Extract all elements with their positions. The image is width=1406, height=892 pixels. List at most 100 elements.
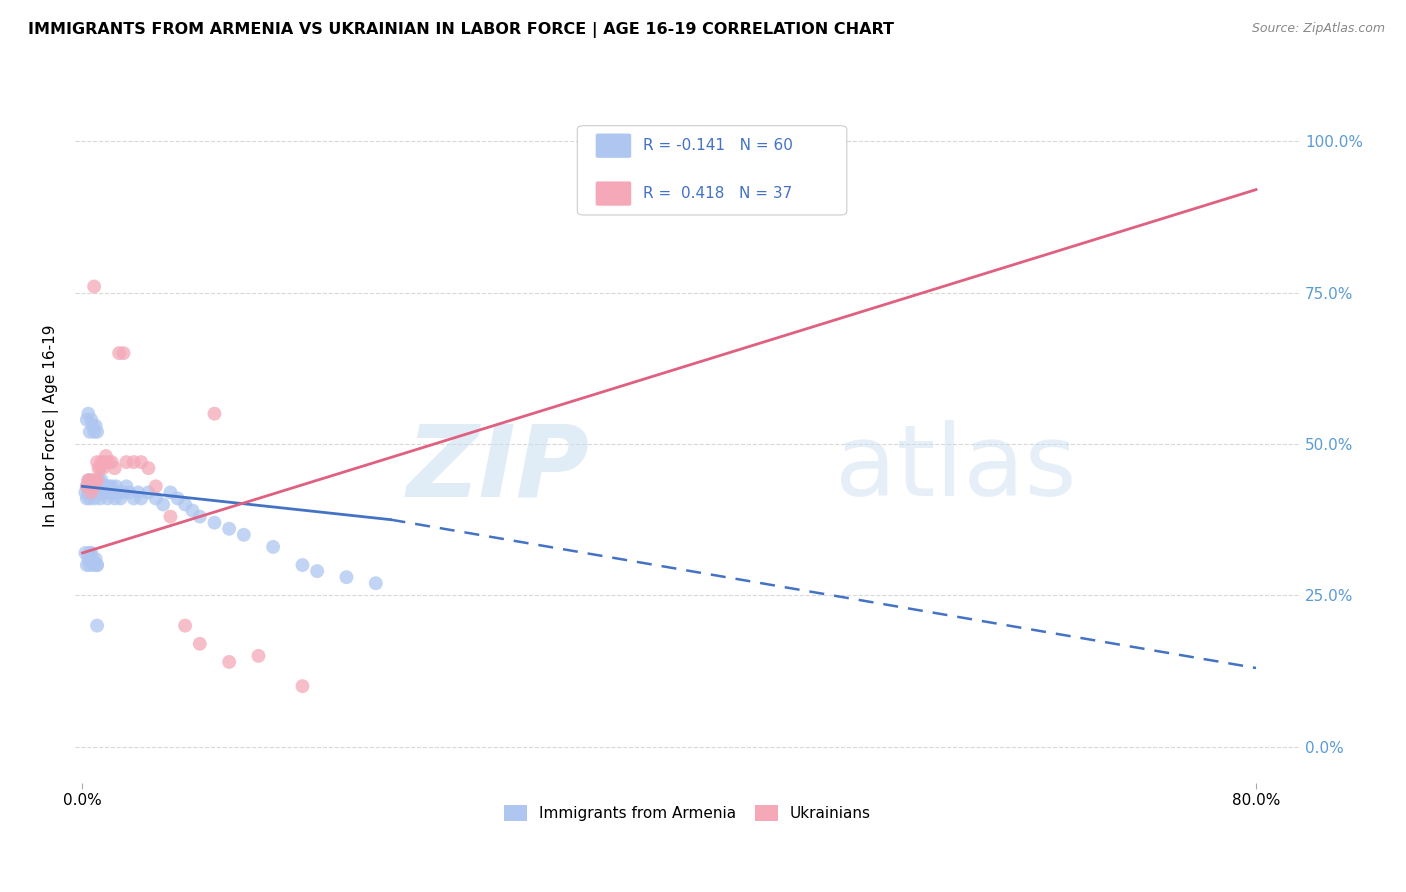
Point	[94, 485, 117, 500]
Point	[79, 479, 101, 493]
Point	[86, 485, 108, 500]
FancyBboxPatch shape	[578, 126, 846, 215]
Point	[75, 485, 97, 500]
Point	[98, 485, 121, 500]
Text: R =  0.418   N = 37: R = 0.418 N = 37	[644, 186, 793, 201]
Point	[104, 491, 127, 506]
Point	[86, 558, 108, 572]
Point	[86, 455, 108, 469]
Point	[82, 473, 104, 487]
Point	[77, 407, 100, 421]
Point	[79, 558, 101, 572]
Point	[291, 679, 314, 693]
Point	[90, 455, 112, 469]
Point	[138, 485, 160, 500]
Point	[108, 346, 131, 360]
Text: IMMIGRANTS FROM ARMENIA VS UKRAINIAN IN LABOR FORCE | AGE 16-19 CORRELATION CHAR: IMMIGRANTS FROM ARMENIA VS UKRAINIAN IN …	[28, 22, 894, 38]
Point	[129, 455, 152, 469]
Point	[188, 637, 211, 651]
Point	[100, 479, 122, 493]
FancyBboxPatch shape	[596, 181, 631, 206]
Point	[100, 455, 122, 469]
Point	[79, 485, 101, 500]
Point	[79, 546, 101, 560]
Point	[96, 491, 118, 506]
Point	[83, 491, 105, 506]
Point	[112, 346, 135, 360]
Legend: Immigrants from Armenia, Ukrainians: Immigrants from Armenia, Ukrainians	[499, 800, 876, 825]
Point	[364, 576, 387, 591]
Point	[104, 461, 127, 475]
Point	[138, 461, 160, 475]
Point	[291, 558, 314, 572]
Point	[80, 485, 103, 500]
Point	[91, 461, 114, 475]
Point	[79, 473, 101, 487]
Point	[204, 407, 226, 421]
Point	[93, 479, 115, 493]
Point	[76, 558, 98, 572]
Point	[145, 479, 167, 493]
Point	[80, 479, 103, 493]
Point	[80, 546, 103, 560]
Point	[84, 552, 107, 566]
Point	[262, 540, 284, 554]
Point	[181, 503, 204, 517]
Point	[89, 485, 111, 500]
Point	[112, 485, 135, 500]
Point	[83, 279, 105, 293]
Point	[84, 485, 107, 500]
Text: atlas: atlas	[835, 420, 1076, 517]
Point	[76, 413, 98, 427]
Point	[247, 648, 270, 663]
Point	[93, 485, 115, 500]
Point	[105, 479, 128, 493]
Point	[93, 455, 115, 469]
Point	[115, 479, 138, 493]
Point	[84, 473, 107, 487]
Point	[89, 491, 111, 506]
Point	[82, 552, 104, 566]
Point	[159, 485, 181, 500]
Point	[218, 522, 240, 536]
Point	[86, 425, 108, 439]
Point	[127, 485, 149, 500]
Point	[122, 455, 145, 469]
Point	[77, 552, 100, 566]
Point	[77, 485, 100, 500]
Point	[86, 479, 108, 493]
Point	[83, 425, 105, 439]
Point	[108, 485, 131, 500]
Point	[79, 425, 101, 439]
Point	[87, 473, 110, 487]
Point	[94, 449, 117, 463]
Point	[80, 413, 103, 427]
Point	[103, 485, 125, 500]
Point	[82, 485, 104, 500]
Point	[118, 485, 141, 500]
FancyBboxPatch shape	[596, 134, 631, 158]
Point	[188, 509, 211, 524]
Point	[145, 491, 167, 506]
Point	[87, 461, 110, 475]
Text: Source: ZipAtlas.com: Source: ZipAtlas.com	[1251, 22, 1385, 36]
Text: ZIP: ZIP	[406, 420, 589, 517]
Point	[87, 479, 110, 493]
Point	[86, 473, 108, 487]
Point	[83, 479, 105, 493]
Point	[218, 655, 240, 669]
Y-axis label: In Labor Force | Age 16-19: In Labor Force | Age 16-19	[44, 325, 59, 527]
Point	[91, 485, 114, 500]
Point	[115, 455, 138, 469]
Point	[174, 498, 197, 512]
Point	[122, 491, 145, 506]
Point	[166, 491, 188, 506]
Point	[335, 570, 357, 584]
Point	[84, 479, 107, 493]
Point	[80, 473, 103, 487]
Point	[86, 558, 108, 572]
Point	[307, 564, 329, 578]
Point	[83, 558, 105, 572]
Point	[76, 491, 98, 506]
Point	[90, 479, 112, 493]
